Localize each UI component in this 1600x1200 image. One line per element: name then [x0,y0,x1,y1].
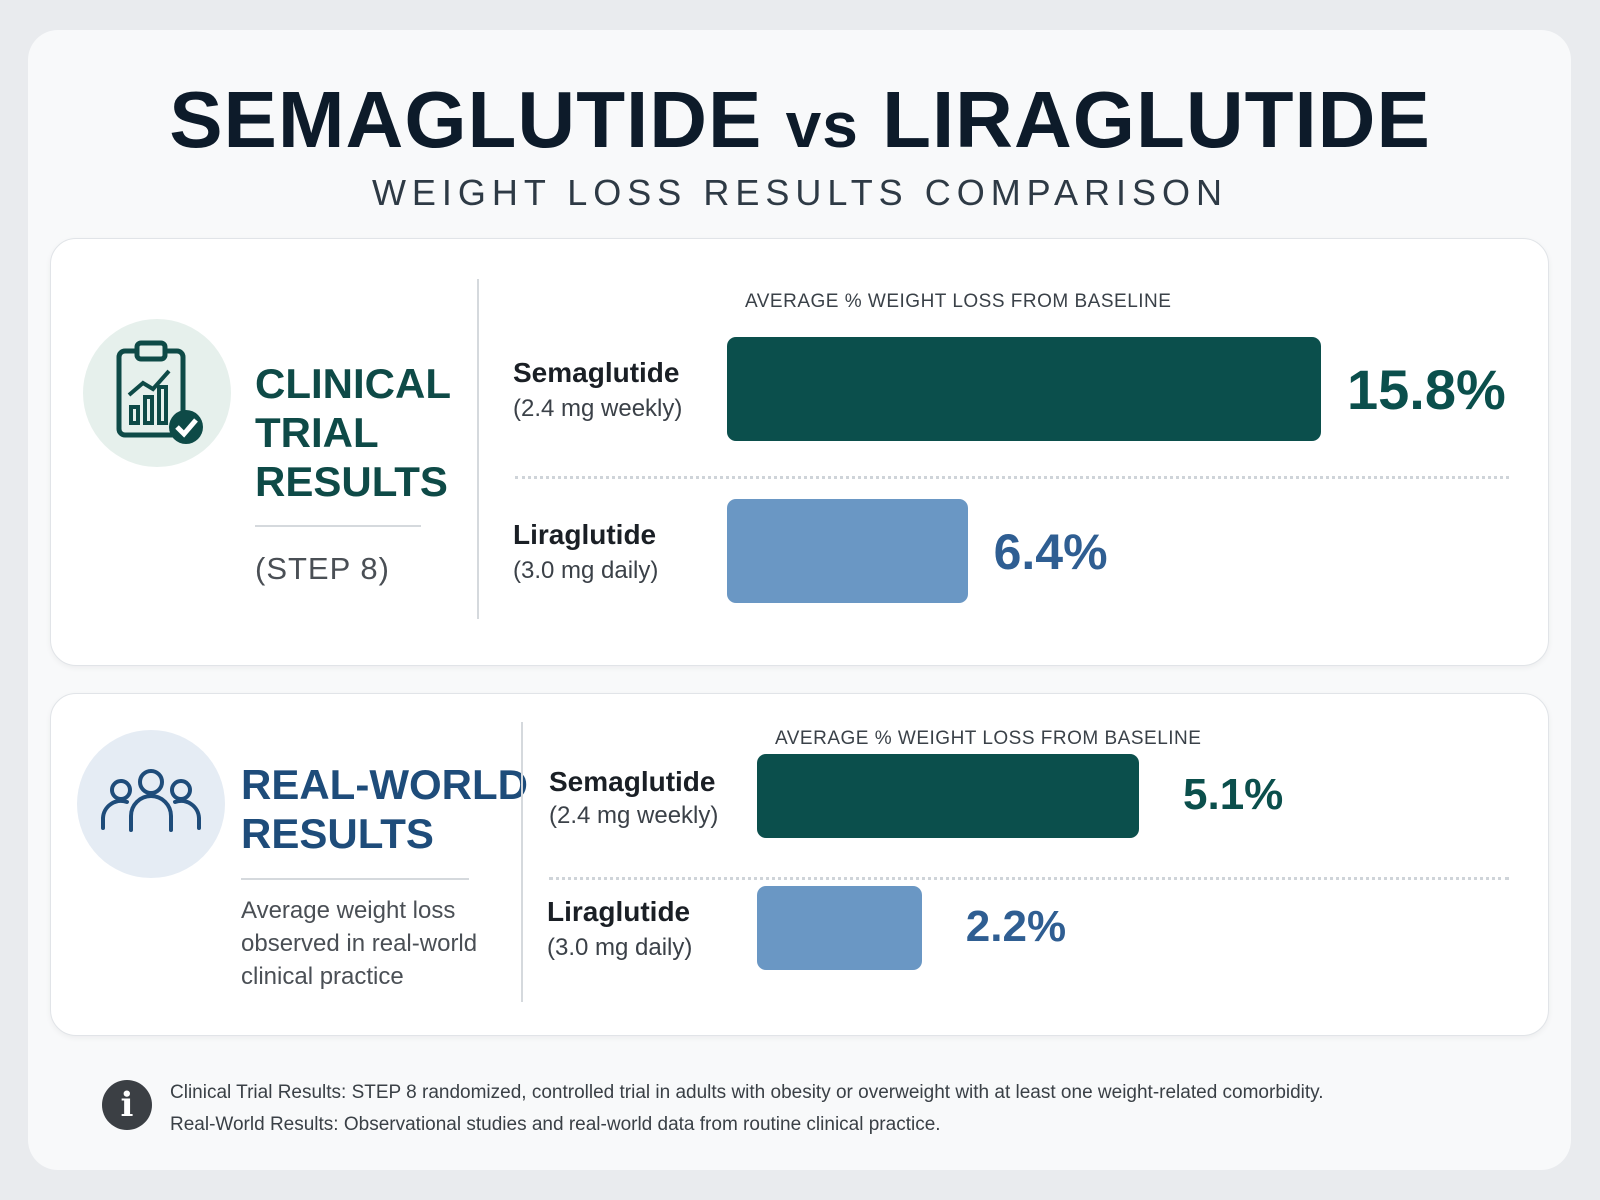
page-title: SEMAGLUTIDE vs LIRAGLUTIDE [0,74,1600,166]
category-label: Liraglutide [513,519,657,550]
clinical-title-line: TRIAL [255,409,379,456]
row-separator [549,877,1509,880]
clinical-section-title: CLINICAL TRIAL RESULTS [255,359,451,506]
category-sublabel: (2.4 mg weekly) [513,395,683,422]
vertical-divider [521,722,523,1002]
clinical-title-line: CLINICAL [255,360,451,407]
row-separator [515,476,1509,479]
realworld-section-title: REAL-WORLD RESULTS [241,760,528,858]
bar-semaglutide [757,754,1139,838]
value-label-liraglutide: 6.4% [993,524,1108,580]
title-right: LIRAGLUTIDE [882,75,1431,164]
clinical-section-note: (STEP 8) [255,551,390,586]
value-label-semaglutide: 5.1% [1183,770,1284,819]
realworld-section-note: Average weight loss observed in real-wor… [241,897,478,990]
realworld-title-line: RESULTS [241,810,434,857]
category-label: Liraglutide [547,896,691,927]
info-icon: i [102,1080,152,1130]
page-subtitle: WEIGHT LOSS RESULTS COMPARISON [371,172,1229,213]
section-divider [255,525,421,527]
title-left: SEMAGLUTIDE [169,75,763,164]
category-sublabel: (3.0 mg daily) [547,934,693,961]
chart-title: AVERAGE % WEIGHT LOSS FROM BASELINE [745,291,1172,312]
bar-liraglutide [757,886,922,970]
clinical-title-line: RESULTS [255,458,448,505]
clipboard-chart-check-icon [83,319,231,467]
category-label: Semaglutide [549,766,716,797]
category-sublabel: (2.4 mg weekly) [549,802,719,829]
vertical-divider [477,279,479,619]
category-sublabel: (3.0 mg daily) [513,557,659,584]
bar-semaglutide [727,337,1321,441]
people-group-icon [77,730,225,878]
value-label-liraglutide: 2.2% [965,902,1067,951]
realworld-title-line: REAL-WORLD [241,761,528,808]
category-label: Semaglutide [513,357,680,388]
bar-liraglutide [727,499,968,603]
chart-title: AVERAGE % WEIGHT LOSS FROM BASELINE [775,728,1202,749]
title-vs: vs [785,89,859,161]
real-world-panel: REAL-WORLD RESULTS Average weight loss o… [50,693,1549,1036]
footnote: Clinical Trial Results: STEP 8 randomize… [170,1082,1324,1103]
section-divider [241,878,469,880]
clinical-trial-panel: CLINICAL TRIAL RESULTS (STEP 8) AVERAGE … [50,238,1549,666]
value-label-semaglutide: 15.8% [1347,358,1506,421]
footnote: Real-World Results: Observational studie… [170,1114,941,1135]
